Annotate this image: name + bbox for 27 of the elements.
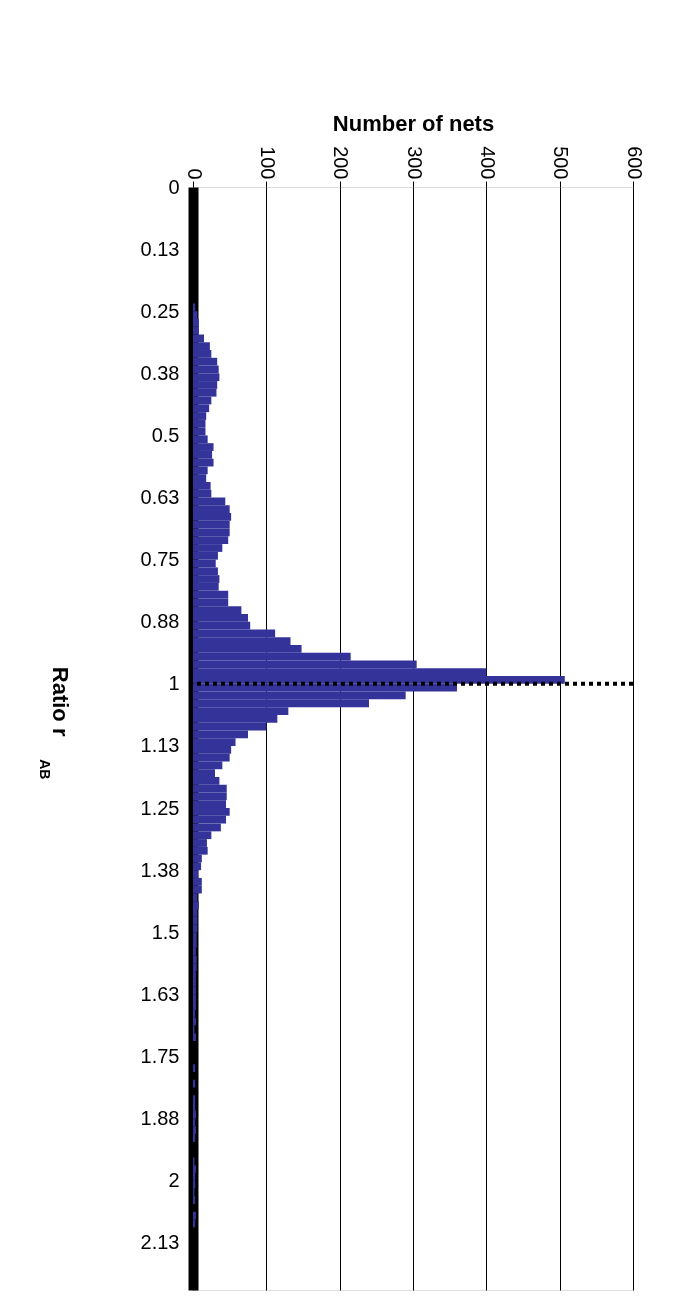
y-tick-label: 1.25: [140, 796, 180, 819]
y-tick-label: 1.88: [140, 1107, 180, 1130]
x-tick-label: 0: [183, 168, 206, 180]
x-tick-label: 300: [403, 146, 426, 180]
x-tick-label: 400: [476, 146, 499, 180]
y-tick-label: 0.25: [140, 299, 180, 322]
y-tick-label: 2.13: [140, 1231, 180, 1254]
y-tick-label: 1.75: [140, 1044, 180, 1067]
y-tick-label: 1.5: [151, 920, 180, 943]
x-tick-label: 200: [330, 146, 353, 180]
y-tick-label: 2: [168, 1169, 180, 1192]
y-tick-label: 0.13: [140, 237, 180, 260]
y-tick-label: 0.38: [140, 361, 180, 384]
y-tick-label: 0: [168, 175, 180, 198]
y-tick-label: 1.63: [140, 982, 180, 1005]
y-tick-label: 0.5: [151, 423, 180, 446]
x-axis-title: Number of nets: [332, 111, 495, 137]
y-axis-title: Ratio rAB: [37, 666, 73, 780]
y-tick-label: 0.88: [140, 610, 180, 633]
x-tick-label: 500: [550, 146, 573, 180]
x-tick-label: 100: [256, 146, 279, 180]
x-tick-label: 600: [623, 146, 646, 180]
y-tick-label: 0.75: [140, 548, 180, 571]
y-tick-label: 0.63: [140, 486, 180, 509]
y-tick-label: 1.13: [140, 734, 180, 757]
y-tick-label: 1: [168, 672, 180, 695]
y-tick-label: 1.38: [140, 858, 180, 881]
